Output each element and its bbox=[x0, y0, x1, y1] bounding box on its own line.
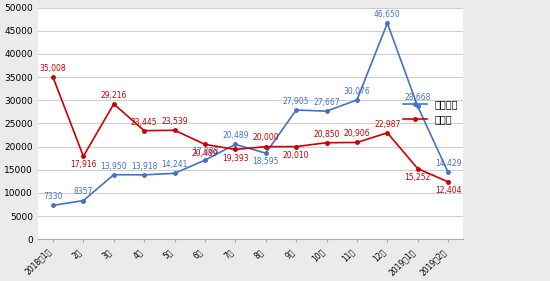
燃油车 bbox=[354, 141, 360, 144]
新能源车 bbox=[354, 98, 360, 102]
Line: 新能源车: 新能源车 bbox=[51, 21, 450, 207]
Text: 23,445: 23,445 bbox=[131, 117, 157, 126]
Text: 30,076: 30,076 bbox=[344, 87, 370, 96]
燃油车 bbox=[262, 145, 269, 148]
新能源车 bbox=[232, 143, 239, 146]
燃油车 bbox=[111, 102, 117, 106]
Text: 13,918: 13,918 bbox=[131, 162, 157, 171]
新能源车 bbox=[141, 173, 147, 176]
燃油车 bbox=[141, 129, 147, 132]
新能源车 bbox=[445, 171, 452, 174]
Text: 27,667: 27,667 bbox=[314, 98, 340, 107]
燃油车 bbox=[232, 148, 239, 151]
Text: 17,916: 17,916 bbox=[70, 160, 97, 169]
新能源车 bbox=[171, 172, 178, 175]
Text: 20,906: 20,906 bbox=[344, 129, 370, 138]
Text: 20,010: 20,010 bbox=[283, 151, 310, 160]
新能源车 bbox=[50, 204, 56, 207]
燃油车 bbox=[445, 180, 452, 183]
新能源车 bbox=[384, 22, 390, 25]
新能源车 bbox=[111, 173, 117, 176]
Text: 18,595: 18,595 bbox=[252, 157, 279, 166]
燃油车 bbox=[80, 155, 87, 158]
Text: 8357: 8357 bbox=[74, 187, 93, 196]
Text: 13,950: 13,950 bbox=[101, 162, 127, 171]
Text: 20,850: 20,850 bbox=[314, 130, 340, 139]
燃油车 bbox=[50, 75, 56, 79]
Text: 19,393: 19,393 bbox=[222, 154, 249, 163]
燃油车 bbox=[384, 131, 390, 135]
Text: 17,088: 17,088 bbox=[192, 147, 218, 156]
Text: 15,252: 15,252 bbox=[405, 173, 431, 182]
Text: 46,650: 46,650 bbox=[374, 10, 401, 19]
Text: 23,539: 23,539 bbox=[161, 117, 188, 126]
燃油车 bbox=[323, 141, 330, 144]
Text: 29,216: 29,216 bbox=[101, 91, 127, 100]
燃油车 bbox=[171, 129, 178, 132]
Text: 12,404: 12,404 bbox=[435, 186, 461, 195]
Text: 14,429: 14,429 bbox=[435, 159, 461, 168]
燃油车 bbox=[415, 167, 421, 170]
新能源车 bbox=[202, 158, 208, 162]
燃油车 bbox=[202, 143, 208, 146]
新能源车 bbox=[323, 110, 330, 113]
Text: 20,489: 20,489 bbox=[192, 149, 218, 158]
Legend: 新能源车, 燃油车: 新能源车, 燃油车 bbox=[403, 99, 459, 124]
Text: 7330: 7330 bbox=[43, 192, 63, 201]
Text: 20,489: 20,489 bbox=[222, 131, 249, 140]
燃油车 bbox=[293, 145, 299, 148]
新能源车 bbox=[415, 105, 421, 108]
Text: 35,008: 35,008 bbox=[40, 64, 67, 73]
Text: 27,905: 27,905 bbox=[283, 97, 310, 106]
新能源车 bbox=[80, 199, 87, 202]
Line: 燃油车: 燃油车 bbox=[51, 75, 450, 183]
Text: 20,000: 20,000 bbox=[252, 133, 279, 142]
Text: 22,987: 22,987 bbox=[374, 120, 400, 129]
新能源车 bbox=[293, 108, 299, 112]
新能源车 bbox=[262, 151, 269, 155]
Text: 14,241: 14,241 bbox=[161, 160, 188, 169]
Text: 28,668: 28,668 bbox=[405, 93, 431, 102]
